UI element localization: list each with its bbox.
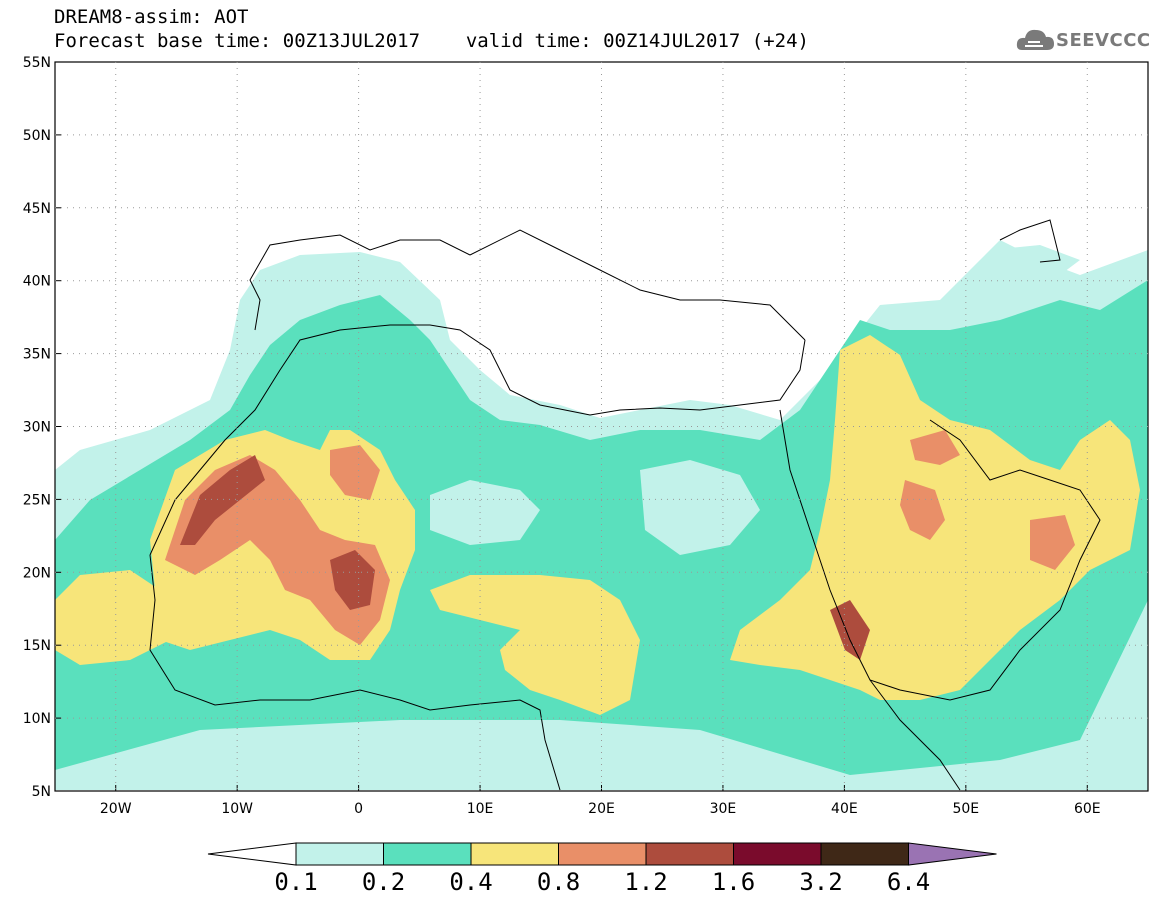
lat-tick-label: 50N	[23, 128, 51, 144]
lat-tick-label: 35N	[23, 347, 51, 363]
aot-band-high-patch	[900, 480, 945, 540]
colorbar-label: 1.6	[711, 868, 756, 896]
aot-band-high-patch	[1030, 515, 1075, 570]
lat-tick-label: 45N	[23, 201, 51, 217]
colorbar-label: 3.2	[799, 868, 843, 896]
lon-tick-label: 20E	[588, 801, 615, 817]
lon-tick-label: 40E	[831, 801, 858, 817]
aot-band-very-high	[180, 455, 265, 545]
logo-text: SEEVCCC	[1056, 30, 1151, 51]
map-title: DREAM8-assim: AOT	[54, 6, 249, 28]
colorbar-swatch	[820, 842, 909, 866]
lat-tick-label: 5N	[32, 784, 51, 800]
valid-time: valid time: 00Z14JUL2017 (+24)	[465, 30, 809, 52]
aot-band-very-low-patch	[990, 245, 1080, 275]
cloud-icon	[1016, 29, 1054, 50]
colorbar-swatch	[558, 842, 647, 866]
colorbar-label: 6.4	[886, 868, 931, 896]
colorbar-label: 0.8	[536, 868, 581, 896]
aot-band-very-low-patch	[640, 460, 760, 555]
colorbar-swatch	[295, 842, 384, 866]
lat-tick-label: 10N	[23, 711, 51, 727]
colorbar-label: 0.4	[449, 868, 493, 896]
aot-field	[55, 62, 1148, 791]
lon-tick-label: 30E	[710, 801, 737, 817]
colorbar-under-triangle	[207, 842, 297, 866]
lon-tick-label: 60E	[1074, 801, 1101, 817]
aot-band-moderate-west	[55, 570, 170, 665]
lat-tick-label: 25N	[23, 492, 51, 508]
colorbar-over-triangle	[908, 842, 997, 866]
colorbar-swatch	[733, 842, 822, 866]
lat-tick-label: 15N	[23, 638, 51, 654]
colorbar-label: 1.2	[624, 868, 668, 896]
lat-tick-label: 40N	[23, 274, 51, 290]
forecast-times: Forecast base time: 00Z13JUL2017 valid t…	[54, 30, 809, 52]
base-time: Forecast base time: 00Z13JUL2017	[54, 30, 421, 52]
colorbar-label: 0.1	[274, 868, 318, 896]
aot-band-very-low-patch	[430, 480, 540, 545]
aot-band-high-patch	[330, 445, 380, 500]
colorbar	[207, 842, 997, 866]
colorbar-swatch	[470, 842, 559, 866]
lon-tick-label: 10W	[221, 801, 253, 817]
lat-tick-label: 30N	[23, 420, 51, 436]
coastlines	[149, 219, 1101, 791]
colorbar-swatch	[645, 842, 734, 866]
colorbar-swatch	[383, 842, 472, 866]
lat-tick-label: 20N	[23, 565, 51, 581]
seevccc-logo	[1016, 24, 1156, 58]
colorbar-labels: 0.1 0.2 0.4 0.8 1.2 1.6 3.2 6.4	[0, 868, 1165, 898]
longitude-axis: 20W 10W 0 10E 20E 30E 40E 50E 60E	[100, 62, 1101, 817]
lon-tick-label: 50E	[952, 801, 979, 817]
lat-tick-label: 55N	[23, 55, 51, 71]
lon-tick-label: 20W	[100, 801, 132, 817]
aot-band-high-patch	[910, 430, 960, 465]
colorbar-label: 0.2	[361, 868, 406, 896]
aot-band-very-high	[330, 550, 375, 610]
lon-tick-label: 0	[354, 801, 363, 817]
lon-tick-label: 10E	[467, 801, 494, 817]
